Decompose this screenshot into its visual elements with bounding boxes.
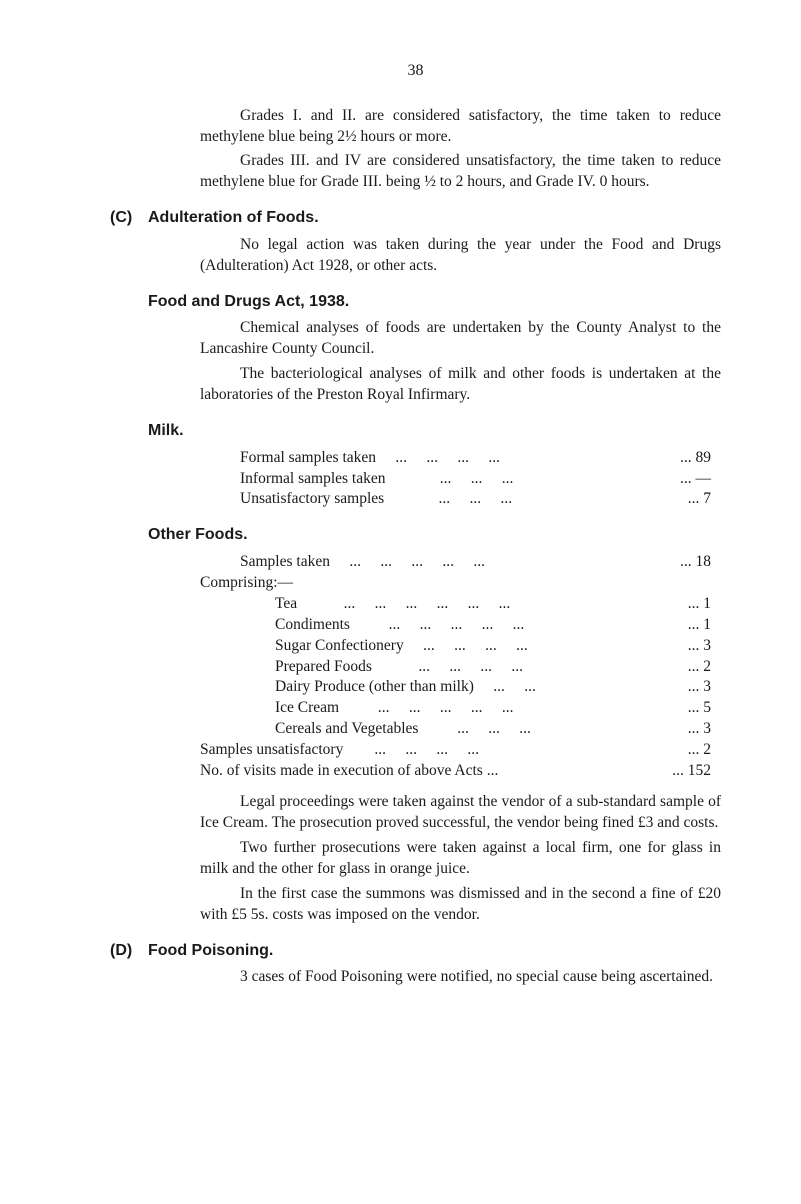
food-row: Sugar Confectionery ... ... ... ... ... … — [275, 636, 711, 657]
food-row: Tea ... ... ... ... ... ... ... 1 — [275, 594, 711, 615]
milk-row-value: ... 7 — [671, 489, 711, 510]
food-row-value: ... 3 — [671, 677, 711, 698]
section-d-para: 3 cases of Food Poisoning were notified,… — [200, 967, 721, 988]
food-row-value: ... 5 — [671, 698, 711, 719]
section-d-marker: (D) — [110, 940, 148, 962]
food-row: Condiments ... ... ... ... ... ... 1 — [275, 615, 711, 636]
visits-value: ... 152 — [671, 761, 711, 782]
legal-para-1: Legal proceedings were taken against the… — [200, 792, 721, 834]
food-row: Dairy Produce (other than milk) ... ... … — [275, 677, 711, 698]
food-row: Cereals and Vegetables ... ... ... ... 3 — [275, 719, 711, 740]
section-c-para: No legal action was taken during the yea… — [200, 235, 721, 277]
grades-para-1: Grades I. and II. are considered satisfa… — [200, 106, 721, 148]
food-row-label: Dairy Produce (other than milk) ... ... — [275, 677, 536, 698]
food-row-label: Cereals and Vegetables ... ... ... — [275, 719, 531, 740]
food-row-label: Prepared Foods ... ... ... ... — [275, 657, 523, 678]
samples-unsatisfactory-row: Samples unsatisfactory ... ... ... ... .… — [200, 740, 711, 761]
food-row-value: ... 2 — [671, 657, 711, 678]
visits-label: No. of visits made in execution of above… — [200, 761, 498, 782]
food-row-label: Condiments ... ... ... ... ... — [275, 615, 524, 636]
other-foods-table: Samples taken ... ... ... ... ... ... 18… — [200, 552, 711, 782]
visits-row: No. of visits made in execution of above… — [200, 761, 711, 782]
section-d-header: (D) Food Poisoning. — [110, 940, 721, 962]
milk-row-label: Unsatisfactory samples ... ... ... — [240, 489, 512, 510]
section-c-marker: (C) — [110, 207, 148, 229]
food-row-label: Tea ... ... ... ... ... ... — [275, 594, 510, 615]
food-row-label: Ice Cream ... ... ... ... ... — [275, 698, 514, 719]
samples-unsatisfactory-label: Samples unsatisfactory ... ... ... ... — [200, 740, 479, 761]
section-d-title: Food Poisoning. — [148, 940, 273, 962]
food-row-value: ... 3 — [671, 719, 711, 740]
grades-para-2: Grades III. and IV are considered unsati… — [200, 151, 721, 193]
food-row: Ice Cream ... ... ... ... ... ... 5 — [275, 698, 711, 719]
food-drugs-title: Food and Drugs Act, 1938. — [148, 291, 721, 313]
food-row-value: ... 1 — [671, 615, 711, 636]
samples-taken-label: Samples taken ... ... ... ... ... — [240, 552, 485, 573]
milk-title: Milk. — [148, 420, 721, 442]
milk-row: Formal samples taken ... ... ... ... ...… — [240, 448, 711, 469]
milk-row: Informal samples taken ... ... ... ... — — [240, 469, 711, 490]
comprising-label: Comprising:— — [200, 573, 711, 594]
food-drugs-para-1: Chemical analyses of foods are undertake… — [200, 318, 721, 360]
legal-para-2: Two further prosecutions were taken agai… — [200, 838, 721, 880]
section-c-header: (C) Adulteration of Foods. — [110, 207, 721, 229]
milk-row-label: Formal samples taken ... ... ... ... — [240, 448, 500, 469]
other-foods-title: Other Foods. — [148, 524, 721, 546]
section-c-title: Adulteration of Foods. — [148, 207, 319, 229]
milk-row-value: ... 89 — [671, 448, 711, 469]
page-number: 38 — [110, 60, 721, 82]
milk-table: Formal samples taken ... ... ... ... ...… — [240, 448, 711, 511]
milk-row-label: Informal samples taken ... ... ... — [240, 469, 513, 490]
samples-taken-value: ... 18 — [671, 552, 711, 573]
food-row: Prepared Foods ... ... ... ... ... 2 — [275, 657, 711, 678]
food-row-label: Sugar Confectionery ... ... ... ... — [275, 636, 528, 657]
food-row-value: ... 1 — [671, 594, 711, 615]
samples-unsatisfactory-value: ... 2 — [671, 740, 711, 761]
legal-para-3: In the first case the summons was dismis… — [200, 884, 721, 926]
food-row-value: ... 3 — [671, 636, 711, 657]
food-drugs-para-2: The bacteriological analyses of milk and… — [200, 364, 721, 406]
milk-row: Unsatisfactory samples ... ... ... ... 7 — [240, 489, 711, 510]
milk-row-value: ... — — [671, 469, 711, 490]
samples-taken-row: Samples taken ... ... ... ... ... ... 18 — [240, 552, 711, 573]
